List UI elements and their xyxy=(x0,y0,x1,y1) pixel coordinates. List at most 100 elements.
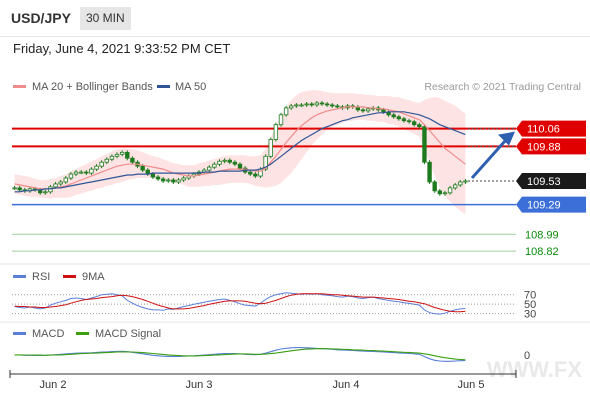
candle-body xyxy=(314,102,320,106)
candle-body xyxy=(222,159,227,162)
macd-signal-legend-swatch xyxy=(76,332,89,335)
candle-body xyxy=(304,103,309,106)
candle-body xyxy=(73,171,79,175)
candle-body xyxy=(43,191,48,194)
forecast-arrow xyxy=(470,136,510,179)
ma50-legend-label: MA 50 xyxy=(175,81,206,93)
watermark-text: WWW.FX xyxy=(487,357,583,382)
timeframe-selector[interactable]: 30 MIN xyxy=(80,7,131,30)
candle-body xyxy=(309,103,314,106)
rsi-ma-line xyxy=(14,293,466,313)
level-tag: 109.53 xyxy=(516,172,586,189)
level-label: 109.29 xyxy=(527,200,561,212)
candle-body xyxy=(299,104,304,107)
candle-body xyxy=(104,158,109,163)
candle-body xyxy=(412,121,417,126)
candle-body xyxy=(396,116,402,120)
candle-body xyxy=(17,187,22,191)
copyright-label: Research © 2021 Trading Central xyxy=(424,81,581,93)
macd-signal-legend-label: MACD Signal xyxy=(95,328,161,340)
candle-body xyxy=(176,179,181,183)
candle-body xyxy=(248,171,253,175)
candle-body xyxy=(458,181,463,186)
datetime-label: Friday, June 4, 2021 9:33:52 PM CET xyxy=(13,41,231,56)
rsi-line xyxy=(14,292,466,315)
level-label: 110.06 xyxy=(527,124,560,136)
level-tag: 109.29 xyxy=(516,196,586,213)
header-bar: USD/JPY 30 MIN xyxy=(0,0,590,37)
rsi-legend-label: RSI xyxy=(32,271,50,283)
candle-body xyxy=(452,184,458,189)
candle-body xyxy=(335,105,340,108)
forecast-arrowhead xyxy=(498,131,515,146)
candle-body xyxy=(319,102,325,105)
candle-body xyxy=(171,179,176,183)
candle-body xyxy=(289,105,294,109)
candle-body xyxy=(447,187,453,194)
candle-body xyxy=(273,124,279,140)
candle-body xyxy=(125,151,130,159)
candle-body xyxy=(283,107,289,116)
macd-signal-line xyxy=(14,348,466,361)
candle-body xyxy=(391,114,396,118)
rsi-ma-legend-swatch xyxy=(63,275,76,278)
x-tick-label: Jun 2 xyxy=(40,379,67,391)
candle-body xyxy=(212,163,217,168)
candle-body xyxy=(237,163,243,169)
candle-body xyxy=(155,176,161,180)
rsi-legend-swatch xyxy=(13,275,26,278)
level-tag-bg xyxy=(516,196,586,213)
symbol-title: USD/JPY xyxy=(11,10,71,26)
candle-body xyxy=(324,103,330,106)
candle-body xyxy=(160,178,166,182)
ma20-legend-label: MA 20 + Bollinger Bands xyxy=(32,81,153,93)
level-tag: 110.06 xyxy=(516,120,586,137)
candle-body xyxy=(94,165,99,170)
candle-body xyxy=(227,159,232,163)
x-tick-label: Jun 4 xyxy=(333,379,360,391)
ma50-line xyxy=(14,111,466,193)
candle-body xyxy=(263,155,268,170)
level-label: 108.82 xyxy=(525,246,559,258)
candle-body xyxy=(401,118,407,122)
macd-tick-label: 0 xyxy=(524,350,530,362)
candle-body xyxy=(381,109,386,113)
level-tag-bg xyxy=(516,172,586,189)
candle-body xyxy=(406,120,412,123)
candle-body xyxy=(84,171,89,174)
candle-body xyxy=(278,114,284,126)
ma50-legend-swatch xyxy=(157,85,170,88)
candle-body xyxy=(99,161,104,167)
macd-legend-label: MACD xyxy=(32,328,64,340)
candle-body xyxy=(207,166,212,171)
candle-body xyxy=(78,171,84,174)
candle-body xyxy=(232,161,238,165)
candle-body xyxy=(427,161,432,183)
candle-body xyxy=(422,126,427,163)
candle-body xyxy=(253,173,258,177)
level-tag-bg xyxy=(516,138,586,155)
level-label: 109.53 xyxy=(527,176,561,188)
candle-body xyxy=(417,124,422,128)
candle-body xyxy=(58,181,63,185)
level-label: 109.88 xyxy=(527,141,561,153)
candle-body xyxy=(140,165,145,171)
candle-body xyxy=(63,177,68,183)
candle-body xyxy=(463,180,468,183)
candle-body xyxy=(89,168,94,174)
candle-body xyxy=(365,108,371,112)
candle-body xyxy=(119,151,125,155)
rsi-tick-label: 30 xyxy=(524,309,536,321)
candle-body xyxy=(294,104,299,107)
candle-body xyxy=(130,157,135,163)
rsi-tick-label: 70 xyxy=(524,290,536,302)
candle-body xyxy=(268,139,273,157)
level-label: 108.99 xyxy=(525,229,559,241)
ma20-legend-swatch xyxy=(13,85,26,88)
candle-body xyxy=(181,177,186,181)
candle-body xyxy=(217,160,222,165)
level-tag: 109.88 xyxy=(516,138,586,155)
candle-body xyxy=(12,187,17,190)
